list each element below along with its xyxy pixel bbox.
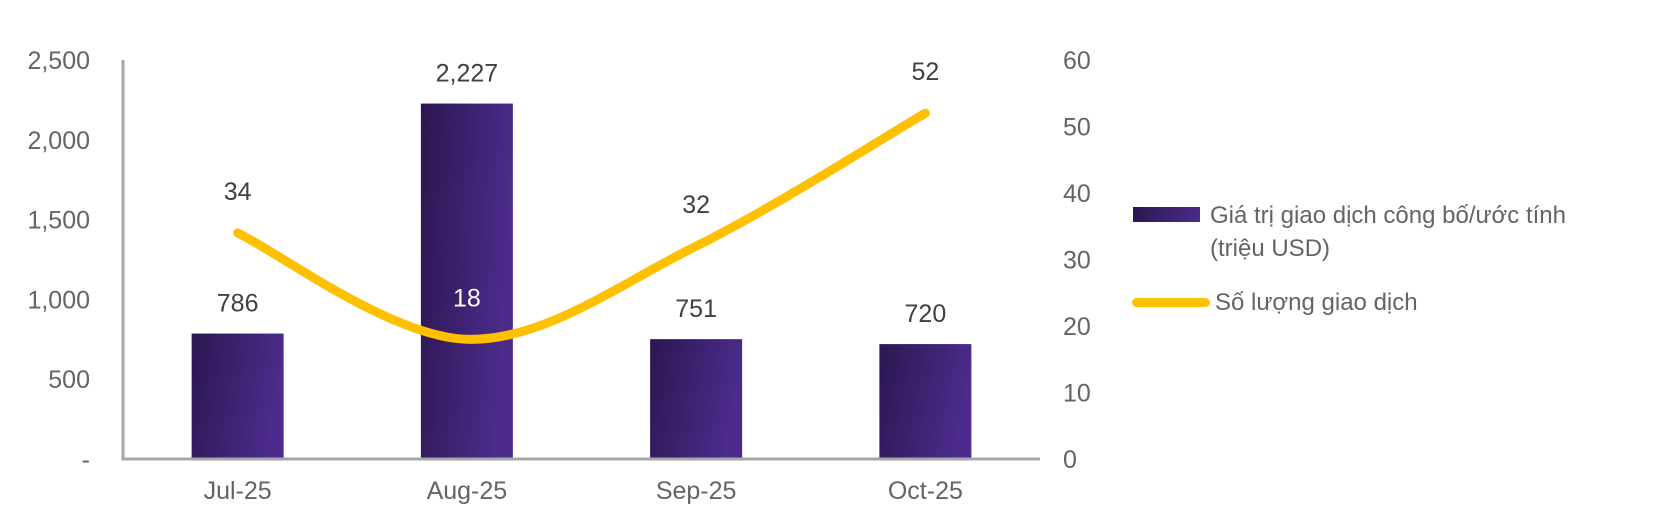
left-axis-tick: 1,500 xyxy=(27,207,90,235)
line-value-label-jul-25: 34 xyxy=(224,178,252,206)
right-axis-tick: 20 xyxy=(1063,313,1091,341)
x-axis-label-sep-25: Sep-25 xyxy=(656,477,737,505)
line-series-swatch xyxy=(1132,298,1210,307)
bar-jul-25 xyxy=(191,333,284,459)
right-axis-tick: 60 xyxy=(1063,47,1091,75)
line-value-label-sep-25: 32 xyxy=(682,191,710,219)
bar-value-label-jul-25: 786 xyxy=(217,290,259,318)
line-value-label-aug-25: 18 xyxy=(453,284,481,312)
right-axis-tick: 10 xyxy=(1063,380,1091,408)
bar-series-swatch xyxy=(1133,207,1200,222)
right-axis-tick: 40 xyxy=(1063,180,1091,208)
left-axis-tick: 1,000 xyxy=(27,286,90,314)
left-axis-tick: 2,500 xyxy=(27,47,90,75)
line-series-label: Số lượng giao dịch xyxy=(1215,289,1418,316)
bar-aug-25 xyxy=(420,103,513,459)
right-axis-tick: 0 xyxy=(1063,446,1077,474)
bar-oct-25 xyxy=(879,344,972,459)
x-axis-label-oct-25: Oct-25 xyxy=(888,477,963,505)
right-axis-tick: 30 xyxy=(1063,247,1091,275)
legend-item-line-series: Số lượng giao dịch xyxy=(1132,286,1418,319)
left-axis-tick: 2,000 xyxy=(27,127,90,155)
right-axis-tick: 50 xyxy=(1063,114,1091,142)
x-axis-label-jul-25: Jul-25 xyxy=(204,477,272,505)
deal-count-line xyxy=(233,108,930,344)
bar-value-label-oct-25: 720 xyxy=(905,300,947,328)
axis-lines xyxy=(121,60,1040,461)
x-axis-label-aug-25: Aug-25 xyxy=(427,477,508,505)
bar-sep-25 xyxy=(650,339,743,459)
bar-series-label-line2: (triệu USD) xyxy=(1210,235,1331,262)
bar-series-label-line1: Giá trị giao dịch công bố/ước tính xyxy=(1210,202,1566,229)
line-value-label-oct-25: 52 xyxy=(911,58,939,86)
left-axis-tick: - xyxy=(82,446,90,474)
bar-series-label: Giá trị giao dịch công bố/ước tính (triệu… xyxy=(1210,199,1653,265)
legend-item-bar-series: Giá trị giao dịch công bố/ước tính (triệu… xyxy=(1133,199,1653,265)
bar-value-label-aug-25: 2,227 xyxy=(436,60,499,88)
left-axis-tick: 500 xyxy=(48,366,90,394)
bar-value-label-sep-25: 751 xyxy=(675,295,717,323)
